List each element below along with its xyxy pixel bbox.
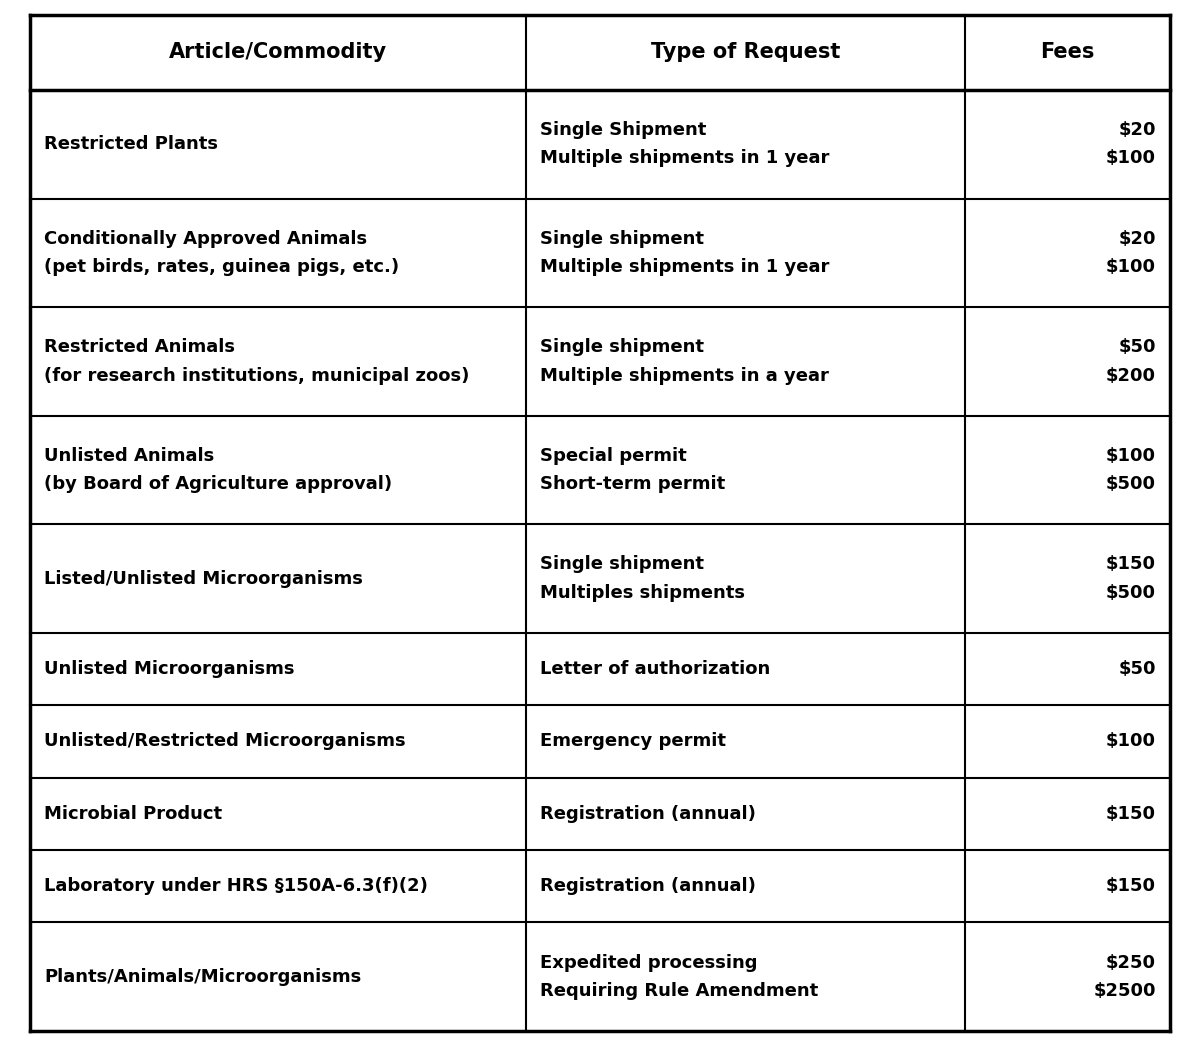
Text: Plants/Animals/Microorganisms: Plants/Animals/Microorganisms — [44, 968, 361, 985]
Text: Single shipment: Single shipment — [540, 230, 704, 248]
Text: Short-term permit: Short-term permit — [540, 475, 725, 493]
Text: Laboratory under HRS §150A-6.3(f)(2): Laboratory under HRS §150A-6.3(f)(2) — [44, 878, 428, 895]
Text: Expedited processing: Expedited processing — [540, 954, 757, 972]
Text: Single shipment: Single shipment — [540, 338, 704, 357]
Text: Multiple shipments in 1 year: Multiple shipments in 1 year — [540, 150, 829, 167]
Text: Article/Commodity: Article/Commodity — [169, 43, 388, 63]
Text: $20: $20 — [1118, 230, 1156, 248]
Text: Restricted Animals: Restricted Animals — [44, 338, 235, 357]
Text: Registration (annual): Registration (annual) — [540, 804, 756, 823]
Text: (pet birds, rates, guinea pigs, etc.): (pet birds, rates, guinea pigs, etc.) — [44, 258, 400, 276]
Text: Requiring Rule Amendment: Requiring Rule Amendment — [540, 982, 818, 1000]
Text: $500: $500 — [1106, 475, 1156, 493]
Text: Multiple shipments in a year: Multiple shipments in a year — [540, 366, 829, 385]
Text: Special permit: Special permit — [540, 447, 686, 464]
Text: Emergency permit: Emergency permit — [540, 732, 726, 750]
Text: $150: $150 — [1106, 804, 1156, 823]
Text: Fees: Fees — [1040, 43, 1094, 63]
Text: Listed/Unlisted Microorganisms: Listed/Unlisted Microorganisms — [44, 570, 362, 588]
Text: $100: $100 — [1106, 732, 1156, 750]
Text: Multiple shipments in 1 year: Multiple shipments in 1 year — [540, 258, 829, 276]
Text: Letter of authorization: Letter of authorization — [540, 660, 770, 678]
Text: $2500: $2500 — [1093, 982, 1156, 1000]
Text: Single Shipment: Single Shipment — [540, 121, 707, 139]
Text: $50: $50 — [1118, 660, 1156, 678]
Text: Unlisted Animals: Unlisted Animals — [44, 447, 215, 464]
Text: $200: $200 — [1106, 366, 1156, 385]
Text: $150: $150 — [1106, 555, 1156, 573]
Text: Microbial Product: Microbial Product — [44, 804, 222, 823]
Text: Conditionally Approved Animals: Conditionally Approved Animals — [44, 230, 367, 248]
Text: Unlisted/Restricted Microorganisms: Unlisted/Restricted Microorganisms — [44, 732, 406, 750]
Text: Unlisted Microorganisms: Unlisted Microorganisms — [44, 660, 294, 678]
Text: Single shipment: Single shipment — [540, 555, 704, 573]
Text: $250: $250 — [1106, 954, 1156, 972]
Text: $20: $20 — [1118, 121, 1156, 139]
Text: Registration (annual): Registration (annual) — [540, 878, 756, 895]
Text: Multiples shipments: Multiples shipments — [540, 584, 745, 601]
Text: $500: $500 — [1106, 584, 1156, 601]
Text: Type of Request: Type of Request — [650, 43, 840, 63]
Text: $50: $50 — [1118, 338, 1156, 357]
Text: (by Board of Agriculture approval): (by Board of Agriculture approval) — [44, 475, 392, 493]
Text: $100: $100 — [1106, 150, 1156, 167]
Text: $150: $150 — [1106, 878, 1156, 895]
Text: $100: $100 — [1106, 447, 1156, 464]
Text: (for research institutions, municipal zoos): (for research institutions, municipal zo… — [44, 366, 469, 385]
Text: $100: $100 — [1106, 258, 1156, 276]
Text: Restricted Plants: Restricted Plants — [44, 135, 218, 154]
